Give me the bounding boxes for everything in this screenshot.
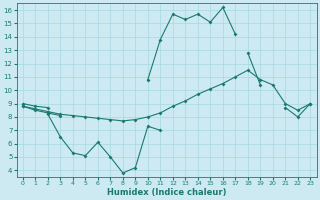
X-axis label: Humidex (Indice chaleur): Humidex (Indice chaleur): [107, 188, 226, 197]
